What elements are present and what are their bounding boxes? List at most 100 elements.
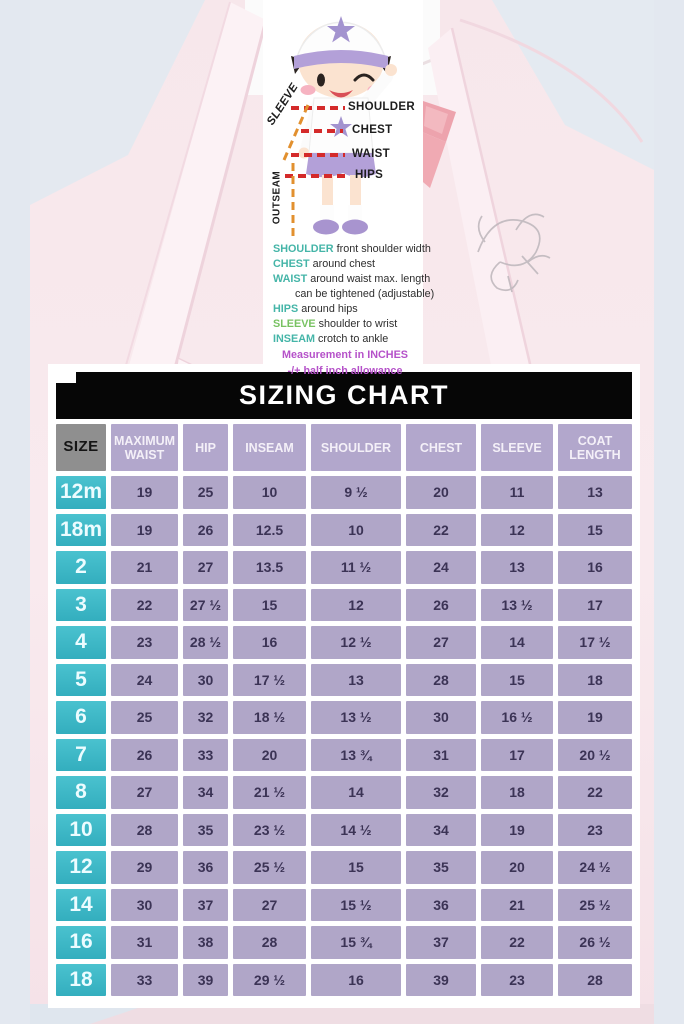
sizing-chart-title: SIZING CHART: [239, 380, 449, 410]
value-8-coat-length: 22: [558, 776, 632, 809]
value-5-sleeve: 15: [481, 663, 553, 696]
value-12m-maximum-waist: 19: [111, 476, 178, 509]
value-16-hip: 38: [183, 926, 228, 959]
value-4-sleeve: 14: [481, 626, 553, 659]
sizing-grid: SIZE MAXIMUM WAIST HIP INSEAM SHOULDER CHEST S…: [56, 424, 632, 996]
measurement-panel: SHOULDER CHEST WAIST HIPS SLEEVE OUTSEAM…: [263, 0, 434, 377]
value-4-coat-length: 17 ½: [558, 626, 632, 659]
sizing-chart: SIZING CHART SIZE MAXIMUM WAIST HIP INSEAM S…: [48, 364, 640, 1008]
value-5-hip: 30: [183, 663, 228, 696]
value-12m-chest: 20: [406, 476, 476, 509]
value-14-coat-length: 25 ½: [558, 888, 632, 921]
value-18-chest: 39: [406, 963, 476, 996]
value-2-chest: 24: [406, 551, 476, 584]
value-7-chest: 31: [406, 738, 476, 771]
column-header-sleeve: SLEEVE: [481, 424, 553, 471]
legend-note-units: Measurement in INCHES: [282, 349, 408, 361]
legend-entry-shoulder: SHOULDER front shoulder width: [273, 243, 431, 255]
value-14-maximum-waist: 30: [111, 888, 178, 921]
value-14-shoulder: 15 ½: [311, 888, 401, 921]
size-label-16: 16: [56, 926, 106, 959]
legend-entry-chest: CHEST around chest: [273, 258, 376, 270]
value-10-coat-length: 23: [558, 813, 632, 846]
value-14-chest: 36: [406, 888, 476, 921]
size-label-6: 6: [56, 701, 106, 734]
value-12-sleeve: 20: [481, 851, 553, 884]
size-label-5: 5: [56, 663, 106, 696]
size-label-14: 14: [56, 888, 106, 921]
value-16-inseam: 28: [233, 926, 306, 959]
value-2-coat-length: 16: [558, 551, 632, 584]
column-header-shoulder: SHOULDER: [311, 424, 401, 471]
value-7-shoulder: 13 ¾: [311, 738, 401, 771]
value-16-chest: 37: [406, 926, 476, 959]
sizing-chart-title-bar: SIZING CHART: [54, 370, 632, 419]
value-6-maximum-waist: 25: [111, 701, 178, 734]
value-6-chest: 30: [406, 701, 476, 734]
value-12m-hip: 25: [183, 476, 228, 509]
value-16-maximum-waist: 31: [111, 926, 178, 959]
value-10-hip: 35: [183, 813, 228, 846]
label-hips: HIPS: [355, 169, 384, 181]
size-label-7: 7: [56, 738, 106, 771]
value-12m-shoulder: 9 ½: [311, 476, 401, 509]
column-header-maximum-waist: MAXIMUM WAIST: [111, 424, 178, 471]
value-18-inseam: 29 ½: [233, 963, 306, 996]
size-label-12m: 12m: [56, 476, 106, 509]
value-18-shoulder: 16: [311, 963, 401, 996]
legend-entry-sleeve: SLEEVE shoulder to wrist: [273, 318, 398, 330]
value-12-shoulder: 15: [311, 851, 401, 884]
value-18-maximum-waist: 33: [111, 963, 178, 996]
value-10-maximum-waist: 28: [111, 813, 178, 846]
value-8-inseam: 21 ½: [233, 776, 306, 809]
legend-term: CHEST: [273, 258, 310, 270]
value-14-sleeve: 21: [481, 888, 553, 921]
value-10-chest: 34: [406, 813, 476, 846]
size-label-2: 2: [56, 551, 106, 584]
value-8-chest: 32: [406, 776, 476, 809]
value-7-coat-length: 20 ½: [558, 738, 632, 771]
label-waist: WAIST: [352, 148, 390, 160]
value-2-sleeve: 13: [481, 551, 553, 584]
legend-entry-hips: HIPS around hips: [273, 303, 358, 315]
column-header-size: SIZE: [56, 424, 106, 471]
value-7-maximum-waist: 26: [111, 738, 178, 771]
legend-term: SLEEVE: [273, 318, 316, 330]
value-5-maximum-waist: 24: [111, 663, 178, 696]
value-3-inseam: 15: [233, 588, 306, 621]
size-label-10: 10: [56, 813, 106, 846]
cartoon-boy: [282, 16, 397, 236]
value-4-shoulder: 12 ½: [311, 626, 401, 659]
value-7-hip: 33: [183, 738, 228, 771]
column-header-chest: CHEST: [406, 424, 476, 471]
legend-entry-inseam: INSEAM crotch to ankle: [273, 333, 389, 345]
value-12-chest: 35: [406, 851, 476, 884]
value-2-maximum-waist: 21: [111, 551, 178, 584]
column-header-coat-length: COAT LENGTH: [558, 424, 632, 471]
label-chest: CHEST: [352, 124, 393, 136]
value-18m-maximum-waist: 19: [111, 513, 178, 546]
size-label-18: 18: [56, 963, 106, 996]
value-18-coat-length: 28: [558, 963, 632, 996]
value-4-chest: 27: [406, 626, 476, 659]
value-12-coat-length: 24 ½: [558, 851, 632, 884]
legend-term: SHOULDER: [273, 243, 334, 255]
value-12m-sleeve: 11: [481, 476, 553, 509]
value-18m-chest: 22: [406, 513, 476, 546]
value-8-sleeve: 18: [481, 776, 553, 809]
column-header-hip: HIP: [183, 424, 228, 471]
value-12-inseam: 25 ½: [233, 851, 306, 884]
value-12-maximum-waist: 29: [111, 851, 178, 884]
value-12m-coat-length: 13: [558, 476, 632, 509]
size-label-3: 3: [56, 588, 106, 621]
value-18-sleeve: 23: [481, 963, 553, 996]
value-5-shoulder: 13: [311, 663, 401, 696]
value-10-sleeve: 19: [481, 813, 553, 846]
value-8-shoulder: 14: [311, 776, 401, 809]
measurement-figure: SHOULDER CHEST WAIST HIPS SLEEVE OUTSEAM: [263, 0, 423, 238]
value-3-maximum-waist: 22: [111, 588, 178, 621]
size-label-12: 12: [56, 851, 106, 884]
legend-term: HIPS: [273, 303, 299, 315]
value-2-hip: 27: [183, 551, 228, 584]
label-outseam: OUTSEAM: [271, 170, 283, 225]
